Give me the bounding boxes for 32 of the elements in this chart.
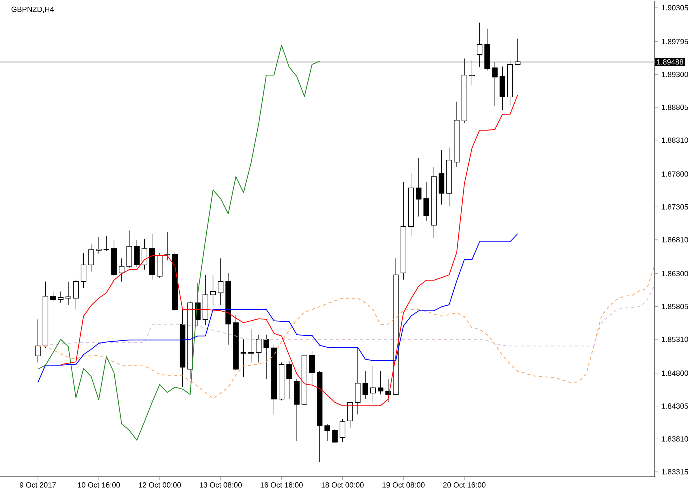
candlestick: [96, 237, 102, 254]
candlestick: [104, 236, 110, 252]
candlestick: [35, 319, 41, 364]
candlestick: [348, 402, 354, 428]
candlestick: [294, 379, 300, 442]
candlestick: [370, 366, 376, 403]
candlestick: [248, 329, 254, 364]
candlestick: [324, 424, 330, 442]
candlestick: [340, 418, 346, 443]
candlestick: [88, 244, 94, 272]
candlestick: [134, 240, 140, 268]
candlestick: [424, 182, 430, 222]
line-series: [38, 45, 320, 441]
candlestick: [50, 291, 56, 302]
candlestick: [218, 258, 224, 306]
candlestick: [416, 158, 422, 218]
candlestick: [119, 258, 125, 282]
candlestick: [210, 274, 216, 306]
candlestick: [378, 371, 384, 395]
candlestick: [80, 252, 87, 289]
candlestick: [500, 66, 506, 111]
candlestick: [142, 239, 148, 270]
candlestick: [515, 38, 521, 66]
candlestick: [240, 339, 247, 378]
candlestick: [438, 150, 445, 206]
candlestick: [477, 22, 483, 68]
candlestick: [286, 361, 292, 400]
candlestick: [73, 280, 79, 310]
candlestick: [309, 351, 316, 386]
candlestick: [126, 230, 132, 269]
candlestick: [332, 428, 338, 444]
candlestick: [469, 60, 476, 86]
